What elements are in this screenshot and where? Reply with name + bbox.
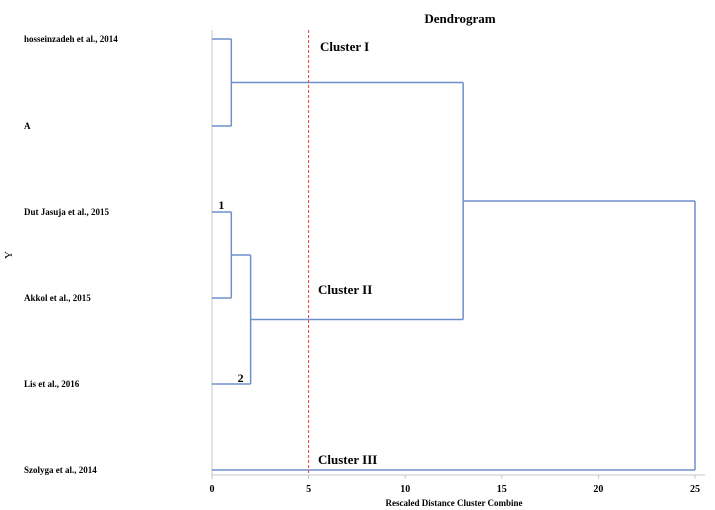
merge-number-label: 1	[218, 198, 224, 212]
dendrogram-tree	[212, 30, 696, 475]
leaf-label: A	[24, 121, 31, 131]
x-tick-label: 10	[400, 484, 410, 495]
leaf-labels: hosseinzadeh et al., 2014 A Dut Jasuja et …	[24, 34, 118, 475]
leaf-label: hosseinzadeh et al., 2014	[24, 34, 118, 44]
leaf-label: Akkol et al., 2015	[24, 293, 91, 303]
leaf-label: Lis et al., 2016	[24, 379, 80, 389]
leaf-label: Dut Jasuja et al., 2015	[24, 207, 109, 217]
cluster-label: Cluster II	[318, 282, 372, 297]
cluster-label: Cluster I	[320, 39, 369, 54]
x-tick-label: 5	[306, 484, 311, 495]
chart-title: Dendrogram	[424, 11, 495, 26]
cluster-label: Cluster III	[318, 452, 377, 467]
merge-number-label: 2	[238, 371, 244, 385]
x-tick-label: 20	[593, 484, 603, 495]
x-axis-label: Rescaled Distance Cluster Combine	[385, 498, 522, 508]
annotations: 1 2 Cluster I Cluster II Cluster III	[218, 39, 377, 467]
x-tick-label: 25	[690, 484, 700, 495]
axes: 0 5 10 15 20 25	[210, 30, 705, 495]
y-axis-label: Y	[3, 251, 15, 259]
leaf-label: Szolyga et al., 2014	[24, 465, 97, 475]
x-tick-label: 0	[210, 484, 215, 495]
x-tick-label: 15	[497, 484, 507, 495]
